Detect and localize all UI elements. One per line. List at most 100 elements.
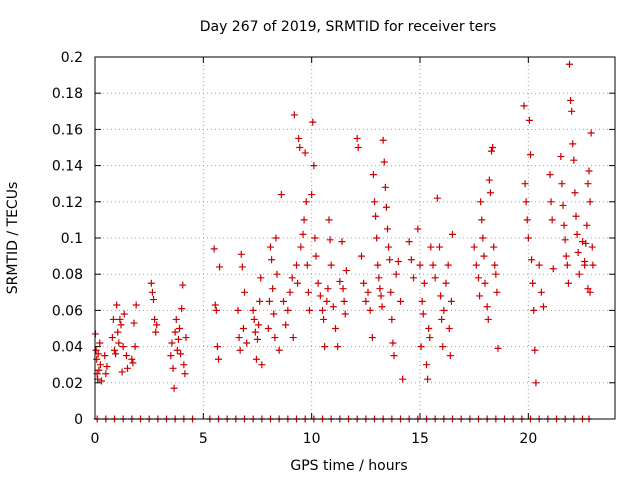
x-axis-label: GPS time / hours bbox=[290, 458, 407, 474]
data-point bbox=[523, 216, 531, 224]
data-point bbox=[92, 346, 100, 354]
chart-title: Day 267 of 2019, SRMTID for receiver ter… bbox=[200, 19, 497, 35]
data-point bbox=[405, 238, 413, 246]
data-point bbox=[568, 107, 576, 115]
data-point bbox=[178, 305, 186, 313]
data-point bbox=[436, 243, 443, 251]
data-point bbox=[376, 285, 384, 293]
data-point bbox=[525, 116, 533, 124]
y-tick-label: 0 bbox=[74, 412, 83, 428]
data-point bbox=[384, 225, 391, 233]
data-point bbox=[303, 261, 311, 269]
data-point bbox=[300, 216, 308, 224]
data-point bbox=[308, 191, 316, 199]
data-point bbox=[360, 279, 368, 287]
data-point bbox=[181, 370, 189, 378]
data-point bbox=[275, 346, 283, 354]
data-point bbox=[587, 129, 595, 137]
data-point bbox=[564, 279, 572, 287]
data-point bbox=[419, 310, 427, 318]
data-point bbox=[444, 261, 452, 269]
data-point bbox=[479, 234, 487, 242]
data-point bbox=[96, 361, 104, 369]
data-point bbox=[235, 334, 243, 342]
data-point bbox=[386, 256, 394, 264]
data-point bbox=[424, 375, 432, 383]
data-point bbox=[440, 306, 448, 314]
x-tick-label: 10 bbox=[303, 431, 321, 447]
data-point bbox=[131, 343, 139, 351]
data-point bbox=[494, 344, 502, 352]
data-point bbox=[399, 375, 407, 383]
data-point bbox=[567, 96, 575, 104]
data-point bbox=[94, 350, 102, 358]
data-point bbox=[128, 355, 136, 363]
data-point bbox=[309, 118, 317, 126]
data-point bbox=[373, 234, 381, 242]
data-point bbox=[438, 315, 446, 323]
y-tick-label: 0.1 bbox=[61, 231, 83, 247]
data-point bbox=[381, 183, 389, 191]
data-point bbox=[407, 256, 415, 264]
data-point bbox=[486, 189, 494, 197]
data-point bbox=[574, 248, 582, 256]
data-point bbox=[339, 285, 347, 293]
data-point bbox=[417, 343, 425, 351]
data-point bbox=[528, 256, 536, 264]
data-point bbox=[180, 361, 188, 369]
data-point bbox=[254, 335, 261, 343]
data-point bbox=[547, 198, 555, 206]
x-tick-label: 20 bbox=[519, 431, 537, 447]
data-point bbox=[575, 270, 583, 278]
data-point bbox=[427, 243, 435, 251]
data-point bbox=[271, 334, 279, 342]
data-point bbox=[152, 328, 160, 336]
data-point bbox=[371, 198, 378, 206]
data-point bbox=[532, 379, 540, 387]
data-point bbox=[299, 230, 307, 238]
data-point bbox=[586, 288, 594, 296]
data-point bbox=[323, 297, 331, 305]
data-point bbox=[449, 230, 456, 238]
data-point bbox=[115, 339, 123, 347]
data-point bbox=[364, 288, 372, 296]
data-point bbox=[102, 370, 110, 378]
data-point bbox=[98, 377, 105, 385]
data-point bbox=[332, 325, 339, 332]
data-point bbox=[265, 297, 273, 305]
data-point bbox=[477, 198, 485, 206]
data-point bbox=[273, 270, 281, 278]
data-point bbox=[329, 303, 337, 311]
data-point bbox=[530, 306, 538, 314]
data-point bbox=[375, 274, 383, 282]
data-point bbox=[295, 134, 303, 142]
data-point bbox=[414, 225, 422, 233]
y-tick-label: 0.16 bbox=[52, 122, 83, 138]
data-point bbox=[572, 212, 580, 220]
data-point bbox=[340, 297, 348, 305]
data-point bbox=[112, 350, 120, 358]
data-point bbox=[243, 339, 251, 347]
data-point bbox=[284, 306, 292, 314]
data-point bbox=[368, 334, 376, 342]
data-point bbox=[589, 261, 597, 269]
data-point bbox=[379, 136, 387, 144]
data-point bbox=[147, 279, 155, 287]
data-point bbox=[431, 274, 439, 282]
data-point bbox=[537, 288, 545, 296]
data-point bbox=[566, 60, 573, 68]
data-point bbox=[326, 236, 334, 244]
data-point bbox=[148, 288, 156, 296]
data-point bbox=[483, 303, 491, 311]
data-point bbox=[588, 243, 596, 251]
data-point bbox=[369, 171, 377, 179]
data-point bbox=[559, 201, 567, 209]
data-point bbox=[210, 245, 218, 253]
data-point bbox=[310, 162, 318, 170]
y-tick-label: 0.04 bbox=[52, 340, 83, 356]
data-point bbox=[382, 203, 390, 211]
data-point bbox=[521, 180, 529, 188]
data-point bbox=[117, 321, 125, 329]
data-point bbox=[320, 315, 328, 323]
